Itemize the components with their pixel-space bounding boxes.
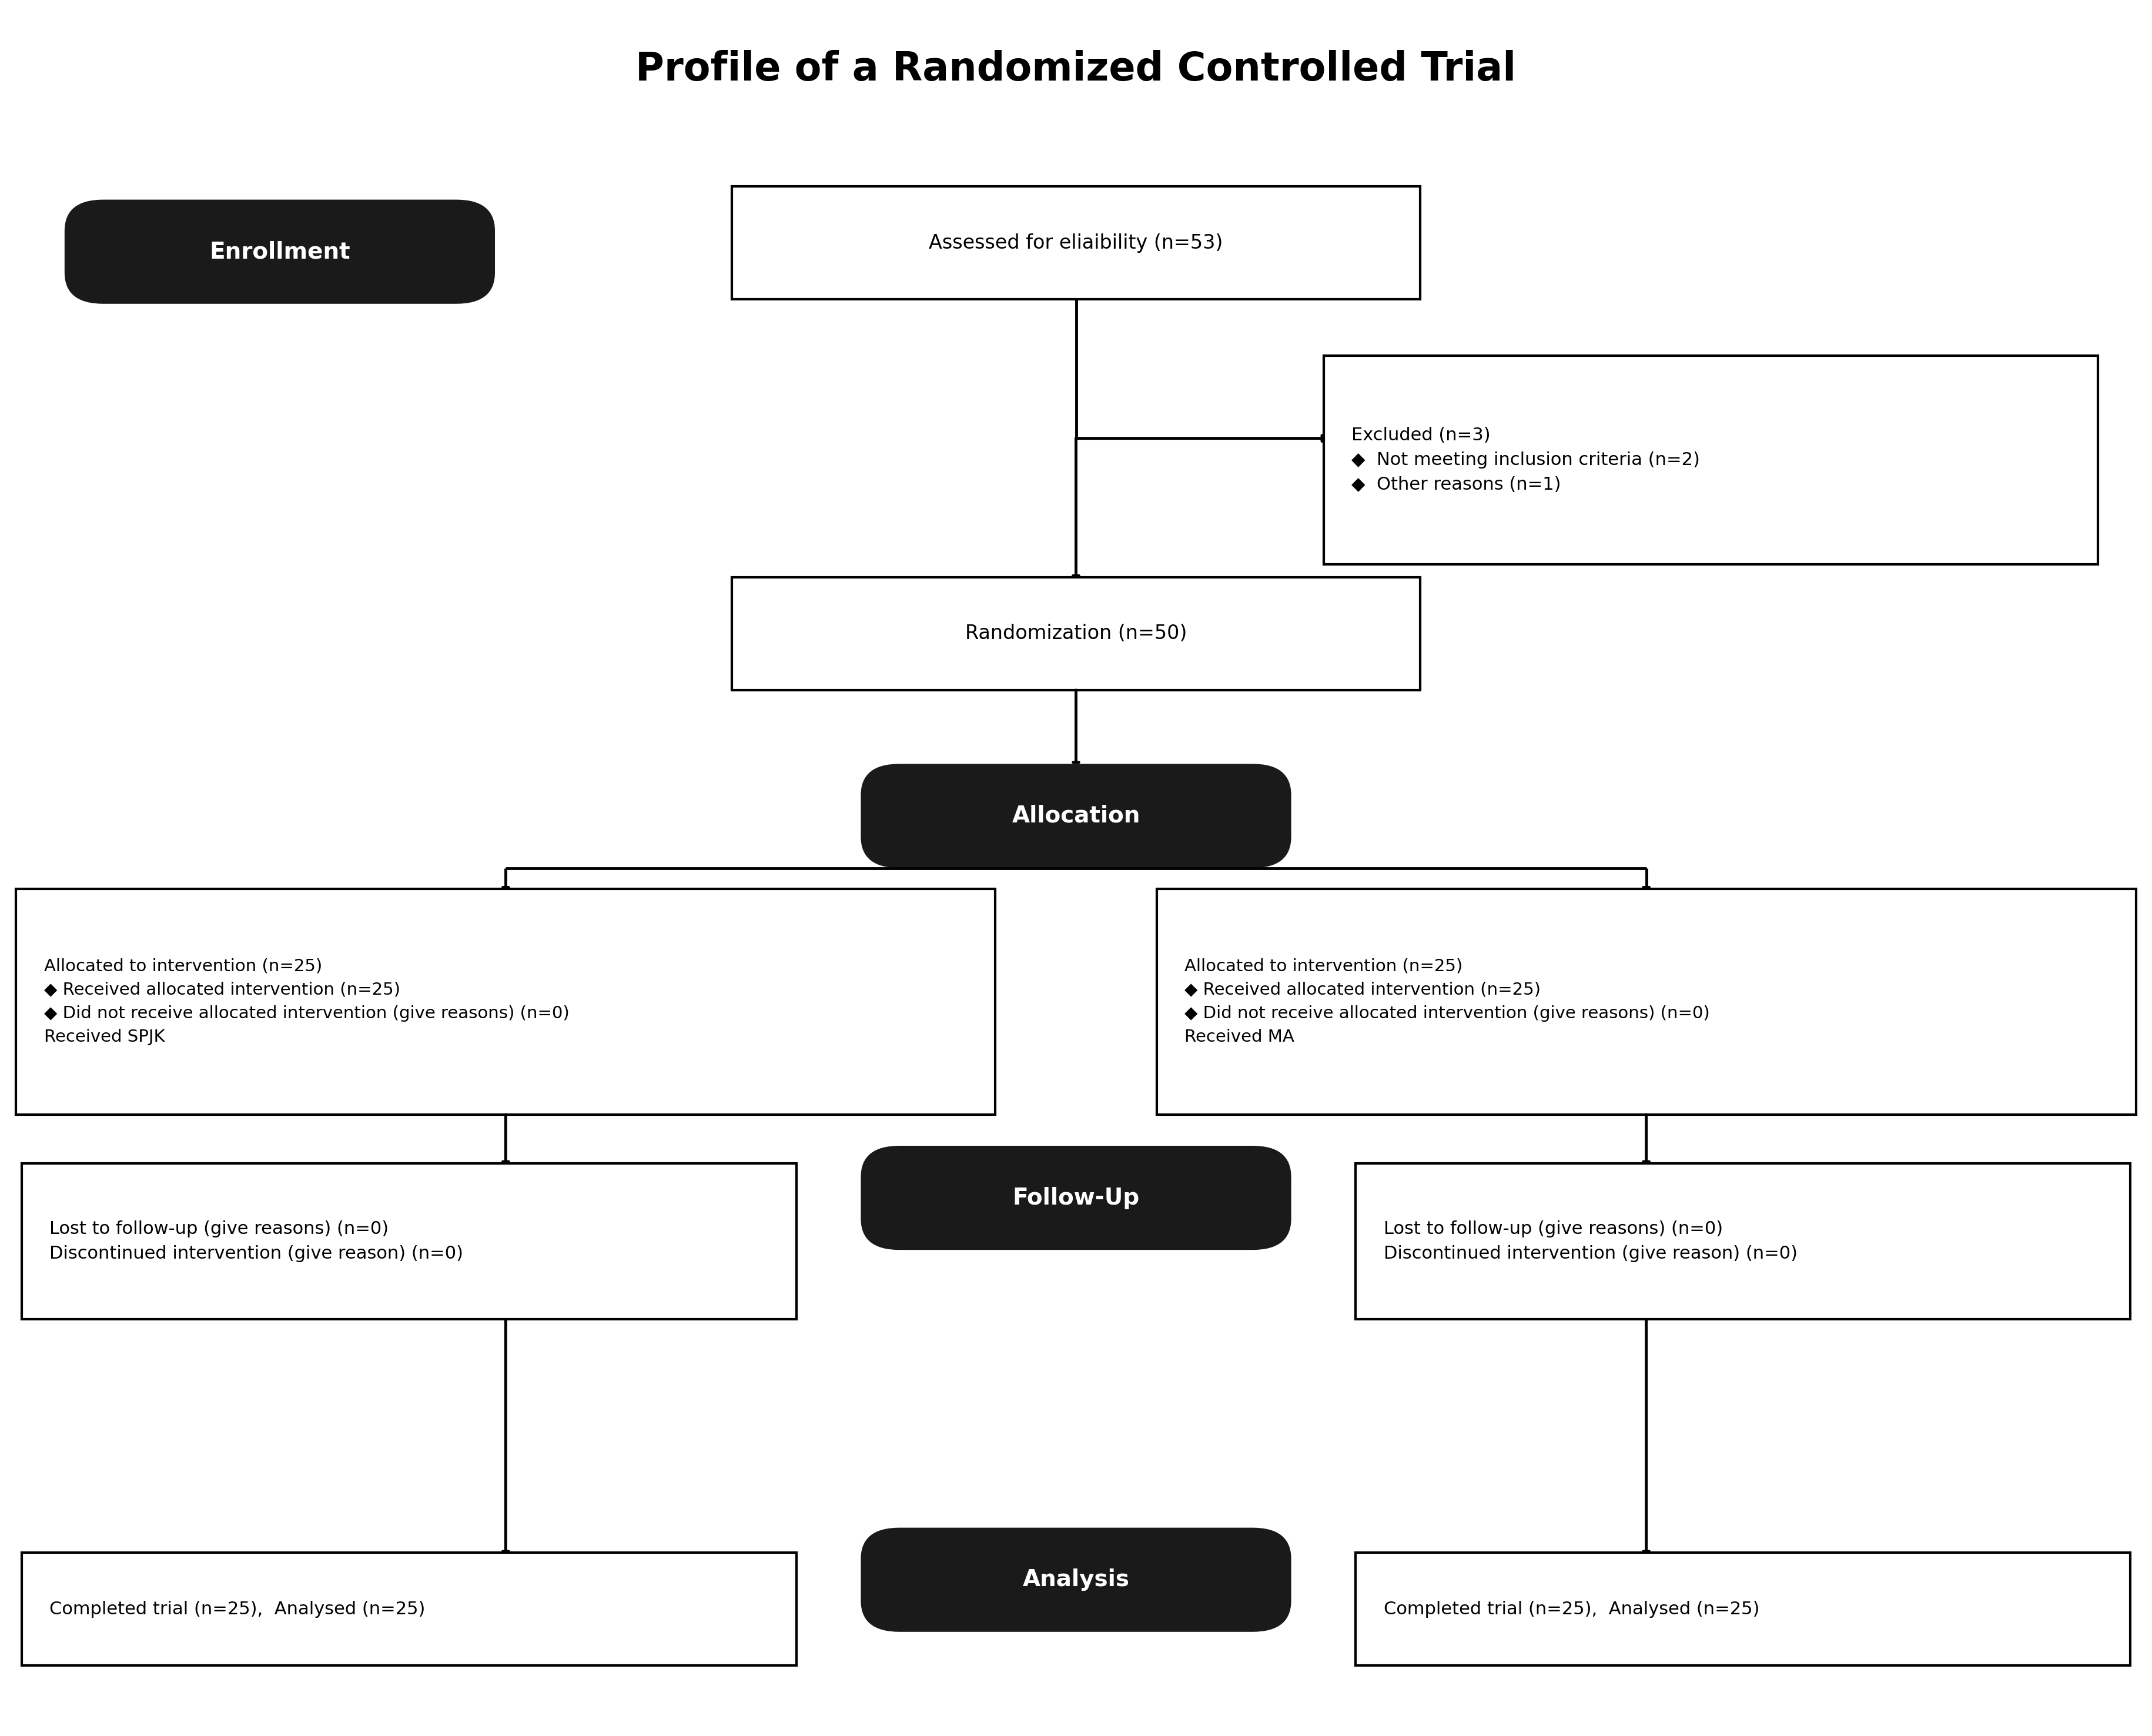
- Text: Enrollment: Enrollment: [209, 241, 351, 262]
- FancyBboxPatch shape: [861, 764, 1291, 868]
- Text: Allocated to intervention (n=25)
◆ Received allocated intervention (n=25)
◆ Did : Allocated to intervention (n=25) ◆ Recei…: [1184, 958, 1711, 1045]
- Text: Follow-Up: Follow-Up: [1011, 1187, 1141, 1208]
- Text: Completed trial (n=25),  Analysed (n=25): Completed trial (n=25), Analysed (n=25): [49, 1601, 426, 1618]
- Text: Lost to follow-up (give reasons) (n=0)
Discontinued intervention (give reason) (: Lost to follow-up (give reasons) (n=0) D…: [1384, 1220, 1797, 1262]
- Text: Allocated to intervention (n=25)
◆ Received allocated intervention (n=25)
◆ Did : Allocated to intervention (n=25) ◆ Recei…: [43, 958, 570, 1045]
- Text: Lost to follow-up (give reasons) (n=0)
Discontinued intervention (give reason) (: Lost to follow-up (give reasons) (n=0) D…: [49, 1220, 463, 1262]
- FancyBboxPatch shape: [22, 1552, 796, 1667]
- FancyBboxPatch shape: [732, 576, 1420, 689]
- Text: Randomization (n=50): Randomization (n=50): [964, 623, 1188, 644]
- FancyBboxPatch shape: [732, 186, 1420, 299]
- FancyBboxPatch shape: [1356, 1552, 2130, 1667]
- Text: Completed trial (n=25),  Analysed (n=25): Completed trial (n=25), Analysed (n=25): [1384, 1601, 1760, 1618]
- FancyBboxPatch shape: [65, 200, 495, 304]
- FancyBboxPatch shape: [15, 889, 994, 1115]
- FancyBboxPatch shape: [1323, 356, 2098, 564]
- FancyBboxPatch shape: [1158, 889, 2135, 1115]
- Text: Assessed for eliaibility (n=53): Assessed for eliaibility (n=53): [930, 233, 1222, 253]
- Text: Excluded (n=3)
◆  Not meeting inclusion criteria (n=2)
◆  Other reasons (n=1): Excluded (n=3) ◆ Not meeting inclusion c…: [1351, 427, 1700, 493]
- FancyBboxPatch shape: [861, 1146, 1291, 1250]
- FancyBboxPatch shape: [1356, 1163, 2130, 1319]
- Text: Profile of a Randomized Controlled Trial: Profile of a Randomized Controlled Trial: [635, 50, 1517, 89]
- Text: Allocation: Allocation: [1011, 806, 1141, 826]
- Text: Analysis: Analysis: [1022, 1569, 1130, 1590]
- FancyBboxPatch shape: [861, 1528, 1291, 1632]
- FancyBboxPatch shape: [22, 1163, 796, 1319]
